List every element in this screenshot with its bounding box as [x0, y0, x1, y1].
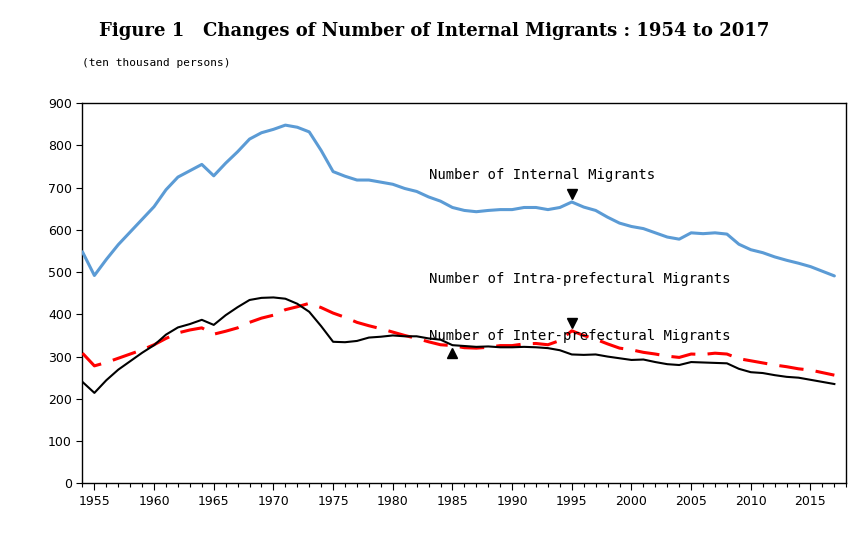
Text: Number of Inter-prefectural Migrants: Number of Inter-prefectural Migrants [429, 329, 730, 343]
Text: Number of Internal Migrants: Number of Internal Migrants [429, 168, 654, 182]
Text: (ten thousand persons): (ten thousand persons) [82, 58, 231, 68]
Text: Figure 1   Changes of Number of Internal Migrants : 1954 to 2017: Figure 1 Changes of Number of Internal M… [99, 22, 769, 40]
Text: Number of Intra-prefectural Migrants: Number of Intra-prefectural Migrants [429, 272, 730, 286]
